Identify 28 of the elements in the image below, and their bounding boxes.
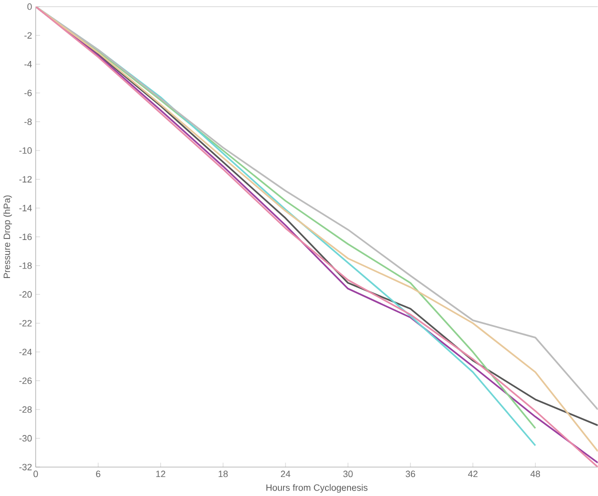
y-tick-label: -12 (19, 176, 32, 182)
x-axis-title: Hours from Cyclogenesis (266, 484, 368, 493)
y-tick-label: -14 (19, 204, 32, 212)
y-tick-label: -8 (24, 118, 32, 125)
y-tick-label: -32 (19, 464, 32, 470)
x-tick-label: 6 (96, 470, 100, 478)
y-tick-label: -24 (19, 348, 32, 356)
x-tick-label: 48 (530, 470, 540, 478)
y-tick-label: -2 (24, 32, 32, 39)
x-tick-label: 42 (468, 470, 478, 478)
y-tick-label: -28 (19, 406, 32, 413)
y-axis-title: Pressure Drop (hPa) (3, 195, 12, 278)
y-tick-label: -26 (19, 377, 32, 384)
y-tick-label: -18 (19, 262, 32, 269)
y-tick-label: -10 (19, 147, 32, 154)
y-tick-label: -30 (19, 435, 32, 442)
x-tick-label: 24 (280, 470, 290, 478)
y-tick-label: -20 (19, 291, 32, 298)
x-tick-label: 36 (406, 470, 416, 478)
y-tick-label: -16 (19, 234, 32, 240)
y-tick-label: 0 (27, 3, 32, 10)
x-tick-label: 18 (218, 470, 228, 478)
x-tick-label: 12 (156, 470, 166, 478)
x-tick-label: 30 (343, 470, 353, 478)
y-tick-label: -4 (24, 61, 32, 68)
y-tick-label: -22 (19, 320, 32, 326)
x-tick-label: 0 (34, 470, 38, 478)
y-tick-label: -6 (24, 90, 32, 96)
